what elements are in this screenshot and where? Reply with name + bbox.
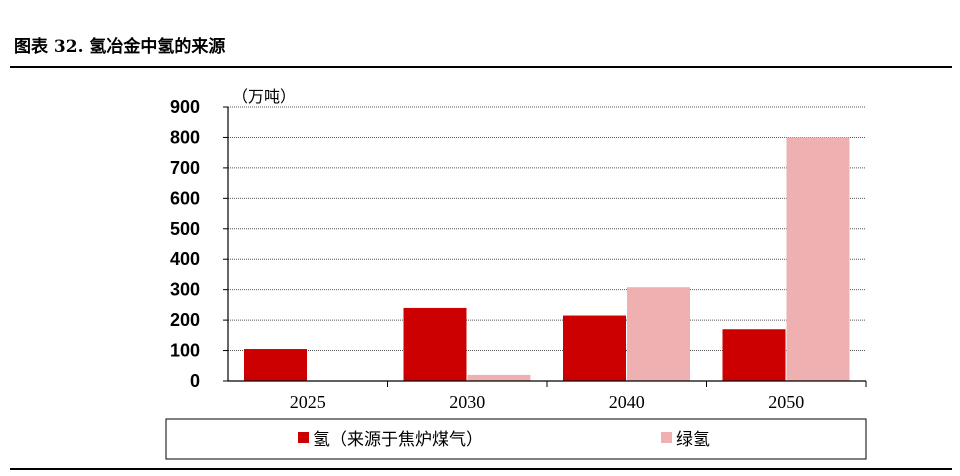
- legend-swatch: [298, 432, 309, 443]
- y-tick-label: 600: [170, 188, 200, 208]
- figure-title: 图表 32. 氢冶金中氢的来源: [14, 37, 226, 57]
- x-tick-label: 2050: [768, 392, 804, 412]
- y-tick-label: 300: [170, 280, 200, 300]
- bar-green-hydrogen-2030: [467, 374, 531, 381]
- x-tick-label: 2025: [290, 392, 326, 412]
- unit-label: （万吨）: [232, 87, 296, 106]
- axes: [223, 106, 867, 387]
- legend-label: 氢（来源于焦炉煤气）: [313, 430, 483, 450]
- y-tick-label: 700: [170, 158, 200, 178]
- y-tick-label: 0: [190, 371, 200, 391]
- y-tick-label: 400: [170, 249, 200, 269]
- bar-coke-oven-hydrogen-2040: [563, 315, 626, 381]
- legend: 氢（来源于焦炉煤气） 绿氢: [165, 418, 867, 460]
- bottom-rule: [10, 468, 952, 470]
- y-tick-label: 100: [170, 341, 200, 361]
- y-tick-labels: 0 100 200 300 400 500 600 700 800 900: [170, 97, 200, 391]
- bars: [244, 137, 850, 381]
- bar-green-hydrogen-2040: [627, 287, 690, 381]
- y-tick-label: 200: [170, 310, 200, 330]
- legend-box: [165, 418, 867, 460]
- x-tick-label: 2040: [609, 392, 645, 412]
- legend-swatch: [661, 432, 672, 443]
- bar-coke-oven-hydrogen-2030: [403, 307, 467, 381]
- bar-coke-oven-hydrogen-2025: [244, 349, 307, 381]
- x-tick-label: 2030: [449, 392, 485, 412]
- top-rule: [10, 66, 952, 68]
- legend-label: 绿氢: [676, 430, 710, 450]
- gridlines: [228, 106, 866, 352]
- bar-green-hydrogen-2050: [786, 137, 850, 381]
- y-tick-label: 500: [170, 219, 200, 239]
- y-tick-label: 900: [170, 97, 200, 117]
- x-tick-labels: 2025 2030 2040 2050: [290, 392, 805, 412]
- y-tick-label: 800: [170, 127, 200, 147]
- bar-coke-oven-hydrogen-2050: [722, 329, 786, 381]
